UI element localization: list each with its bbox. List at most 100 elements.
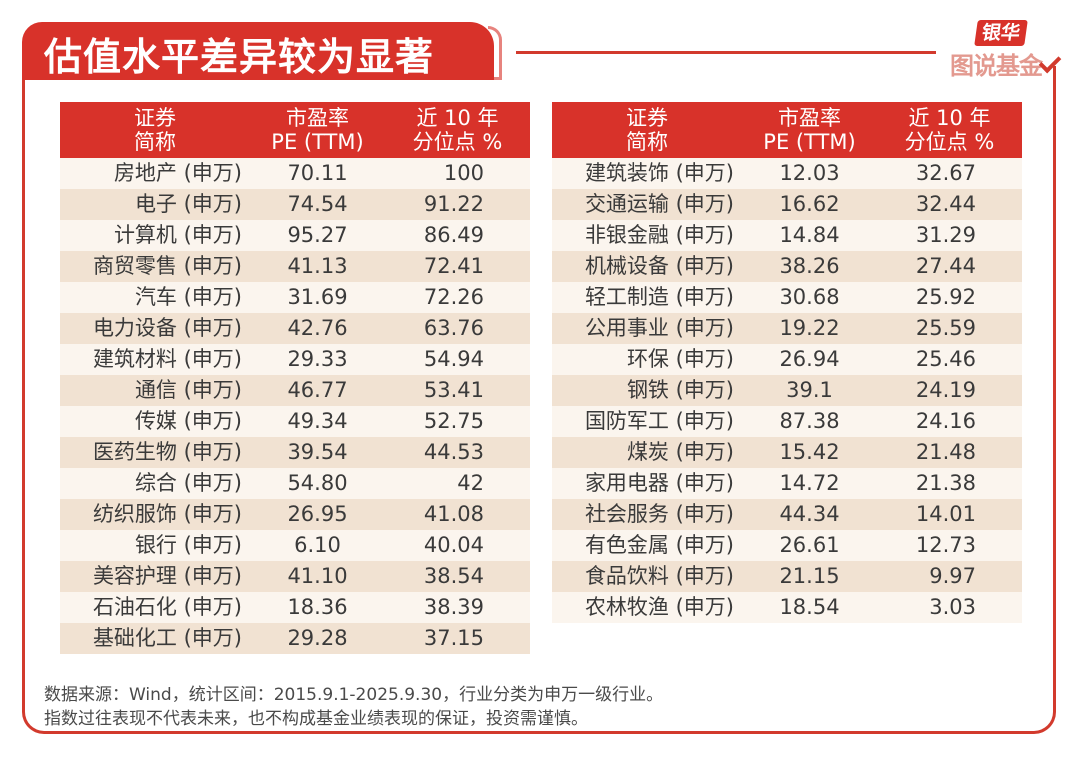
industry-name-cell: 基础化工 (申万): [60, 623, 250, 654]
industry-name-cell: 电子 (申万): [60, 189, 250, 220]
logo-top-text: 银华: [974, 20, 1028, 46]
table-header-row: 证券 简称 市盈率 PE (TTM) 近 10 年分位点 %: [552, 102, 1022, 158]
industry-name-cell: 有色金属 (申万): [552, 530, 742, 561]
industry-name-cell: 机械设备 (申万): [552, 251, 742, 282]
table-row: 计算机 (申万) 95.27 86.49: [60, 220, 530, 251]
percentile-value-cell: 86.49: [385, 220, 530, 251]
table-row: 社会服务 (申万) 44.34 14.01: [552, 499, 1022, 530]
pe-value-cell: 18.54: [742, 592, 877, 623]
percentile-value-cell: 54.94: [385, 344, 530, 375]
header-percentile: 近 10 年分位点 %: [877, 102, 1022, 158]
percentile-value-cell: 32.67: [877, 158, 1022, 189]
percentile-value-cell: 12.73: [877, 530, 1022, 561]
valuation-table-right: 证券 简称 市盈率 PE (TTM) 近 10 年分位点 % 建筑装饰 (申万) 12…: [552, 102, 1022, 623]
industry-name-cell: 商贸零售 (申万): [60, 251, 250, 282]
table-row: 美容护理 (申万) 41.10 38.54: [60, 561, 530, 592]
pe-value-cell: 6.10: [250, 530, 385, 561]
pe-value-cell: 49.34: [250, 406, 385, 437]
industry-name-cell: 石油石化 (申万): [60, 592, 250, 623]
table-row: 公用事业 (申万) 19.22 25.59: [552, 313, 1022, 344]
percentile-value-cell: 40.04: [385, 530, 530, 561]
table-row: 钢铁 (申万) 39.1 24.19: [552, 375, 1022, 406]
table-row: 农林牧渔 (申万) 18.54 3.03: [552, 592, 1022, 623]
pe-value-cell: 41.13: [250, 251, 385, 282]
pe-value-cell: 26.94: [742, 344, 877, 375]
table-row: 交通运输 (申万) 16.62 32.44: [552, 189, 1022, 220]
pe-value-cell: 29.33: [250, 344, 385, 375]
percentile-value-cell: 42: [385, 468, 530, 499]
industry-name-cell: 环保 (申万): [552, 344, 742, 375]
pe-value-cell: 44.34: [742, 499, 877, 530]
table-row: 石油石化 (申万) 18.36 38.39: [60, 592, 530, 623]
pe-value-cell: 39.54: [250, 437, 385, 468]
table-row: 基础化工 (申万) 29.28 37.15: [60, 623, 530, 654]
industry-name-cell: 传媒 (申万): [60, 406, 250, 437]
header-pe: 市盈率 PE (TTM): [742, 102, 877, 158]
pe-value-cell: 46.77: [250, 375, 385, 406]
percentile-value-cell: 25.46: [877, 344, 1022, 375]
industry-name-cell: 建筑装饰 (申万): [552, 158, 742, 189]
pe-value-cell: 42.76: [250, 313, 385, 344]
table-row: 汽车 (申万) 31.69 72.26: [60, 282, 530, 313]
percentile-value-cell: 24.16: [877, 406, 1022, 437]
industry-name-cell: 医药生物 (申万): [60, 437, 250, 468]
industry-name-cell: 非银金融 (申万): [552, 220, 742, 251]
industry-name-cell: 煤炭 (申万): [552, 437, 742, 468]
industry-name-cell: 社会服务 (申万): [552, 499, 742, 530]
percentile-value-cell: 63.76: [385, 313, 530, 344]
industry-name-cell: 房地产 (申万): [60, 158, 250, 189]
pe-value-cell: 31.69: [250, 282, 385, 313]
pe-value-cell: 26.61: [742, 530, 877, 561]
industry-name-cell: 家用电器 (申万): [552, 468, 742, 499]
percentile-value-cell: 44.53: [385, 437, 530, 468]
industry-name-cell: 通信 (申万): [60, 375, 250, 406]
industry-name-cell: 计算机 (申万): [60, 220, 250, 251]
pe-value-cell: 21.15: [742, 561, 877, 592]
header-security-name: 证券 简称: [552, 102, 742, 158]
industry-name-cell: 电力设备 (申万): [60, 313, 250, 344]
valuation-table-left: 证券 简称 市盈率 PE (TTM) 近 10 年分位点 % 房地产 (申万) 70.…: [60, 102, 530, 654]
industry-name-cell: 农林牧渔 (申万): [552, 592, 742, 623]
percentile-value-cell: 24.19: [877, 375, 1022, 406]
checkmark-icon: [1038, 50, 1062, 74]
table-row: 机械设备 (申万) 38.26 27.44: [552, 251, 1022, 282]
pe-value-cell: 54.80: [250, 468, 385, 499]
pe-value-cell: 29.28: [250, 623, 385, 654]
table-row: 综合 (申万) 54.80 42: [60, 468, 530, 499]
percentile-value-cell: 72.26: [385, 282, 530, 313]
percentile-value-cell: 38.54: [385, 561, 530, 592]
table-row: 传媒 (申万) 49.34 52.75: [60, 406, 530, 437]
industry-name-cell: 公用事业 (申万): [552, 313, 742, 344]
industry-name-cell: 综合 (申万): [60, 468, 250, 499]
percentile-value-cell: 27.44: [877, 251, 1022, 282]
pe-value-cell: 38.26: [742, 251, 877, 282]
table-row: 商贸零售 (申万) 41.13 72.41: [60, 251, 530, 282]
percentile-value-cell: 25.92: [877, 282, 1022, 313]
table-row: 国防军工 (申万) 87.38 24.16: [552, 406, 1022, 437]
pe-value-cell: 15.42: [742, 437, 877, 468]
industry-name-cell: 轻工制造 (申万): [552, 282, 742, 313]
table-row: 银行 (申万) 6.10 40.04: [60, 530, 530, 561]
industry-name-cell: 汽车 (申万): [60, 282, 250, 313]
logo-bottom-text: 图说基金: [950, 52, 1043, 80]
table-row: 通信 (申万) 46.77 53.41: [60, 375, 530, 406]
table-row: 建筑材料 (申万) 29.33 54.94: [60, 344, 530, 375]
pe-value-cell: 30.68: [742, 282, 877, 313]
industry-name-cell: 纺织服饰 (申万): [60, 499, 250, 530]
source-note: 数据来源：Wind，统计区间：2015.9.1-2025.9.30，行业分类为申…: [44, 685, 664, 705]
table-row: 环保 (申万) 26.94 25.46: [552, 344, 1022, 375]
table-row: 医药生物 (申万) 39.54 44.53: [60, 437, 530, 468]
percentile-value-cell: 38.39: [385, 592, 530, 623]
page-title: 估值水平差异较为显著: [44, 35, 435, 79]
pe-value-cell: 87.38: [742, 406, 877, 437]
pe-value-cell: 26.95: [250, 499, 385, 530]
table-row: 建筑装饰 (申万) 12.03 32.67: [552, 158, 1022, 189]
brand-logo: 银华 图说基金: [946, 20, 1062, 80]
table-header-row: 证券 简称 市盈率 PE (TTM) 近 10 年分位点 %: [60, 102, 530, 158]
percentile-value-cell: 37.15: [385, 623, 530, 654]
header-security-name: 证券 简称: [60, 102, 250, 158]
title-divider: [516, 51, 936, 54]
table-row: 煤炭 (申万) 15.42 21.48: [552, 437, 1022, 468]
table-row: 非银金融 (申万) 14.84 31.29: [552, 220, 1022, 251]
industry-name-cell: 美容护理 (申万): [60, 561, 250, 592]
